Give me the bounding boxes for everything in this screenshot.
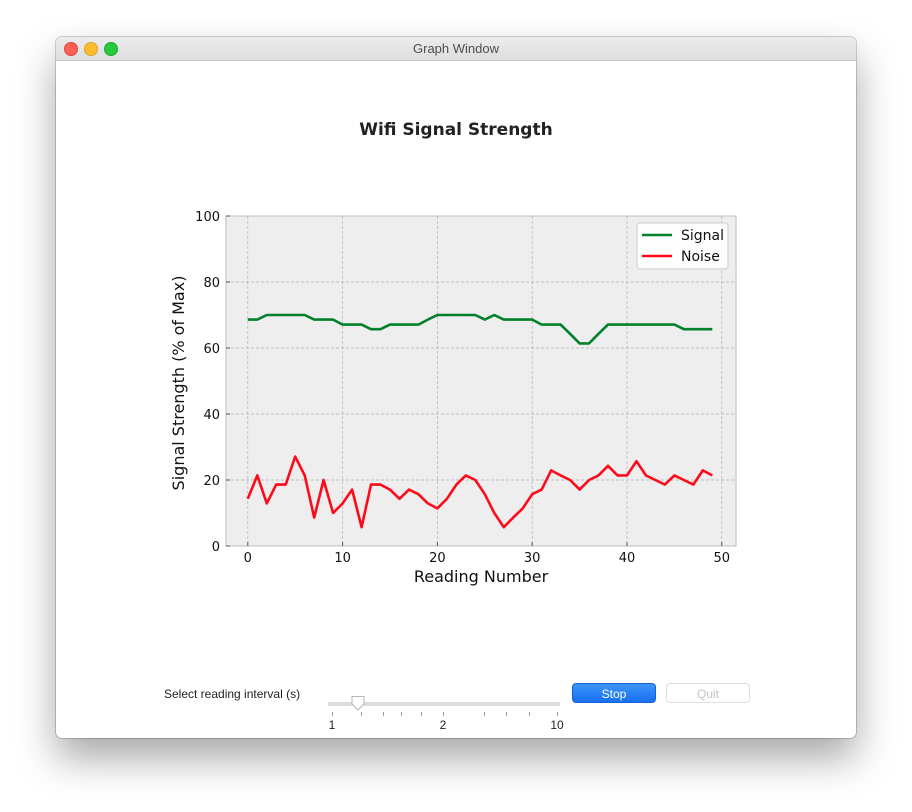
quit-button[interactable]: Quit bbox=[666, 683, 750, 703]
legend-label-signal: Signal bbox=[681, 228, 724, 244]
slider-tick-mark bbox=[557, 712, 558, 716]
x-tick-label: 20 bbox=[429, 551, 446, 566]
slider-tick-label-2: 2 bbox=[439, 718, 447, 732]
interval-label: Select reading interval (s) bbox=[164, 687, 301, 701]
window-content: 0 10 20 30 40 50 0 20 40 60 80 100 Wifi Signal Stre… bbox=[56, 61, 856, 738]
graph-window: Graph Window 0 10 20 30 40 50 0 20 40 60 80 100 Wif… bbox=[56, 37, 856, 738]
y-tick-label: 0 bbox=[212, 540, 220, 555]
slider-tick-label-10: 10 bbox=[550, 718, 564, 732]
y-tick-label: 40 bbox=[203, 408, 220, 423]
plot-area bbox=[226, 216, 736, 546]
x-tick-label: 40 bbox=[619, 551, 636, 566]
x-axis-label: Reading Number bbox=[414, 567, 549, 586]
interval-slider-thumb[interactable] bbox=[351, 695, 365, 711]
maximize-window-button[interactable] bbox=[104, 42, 118, 56]
signal-strength-chart: 0 10 20 30 40 50 0 20 40 60 80 100 Wifi Signal Stre… bbox=[169, 120, 737, 586]
stop-button[interactable]: Stop bbox=[572, 683, 656, 703]
x-tick-label: 30 bbox=[524, 551, 541, 566]
slider-tick-mark bbox=[443, 712, 444, 716]
window-title: Graph Window bbox=[413, 41, 499, 56]
close-window-button[interactable] bbox=[64, 42, 78, 56]
y-axis-label: Signal Strength (% of Max) bbox=[169, 276, 188, 491]
series-line-signal bbox=[247, 313, 713, 345]
slider-tick-mark bbox=[383, 712, 384, 716]
series-line-noise bbox=[246, 455, 713, 529]
x-tick-label: 50 bbox=[714, 551, 731, 566]
chart-title: Wifi Signal Strength bbox=[359, 120, 552, 140]
slider-tick-label-1: 1 bbox=[328, 718, 336, 732]
slider-tick-mark bbox=[332, 712, 333, 716]
slider-tick-mark bbox=[484, 712, 485, 716]
plot-frame bbox=[225, 215, 737, 547]
minimize-window-button[interactable] bbox=[84, 42, 98, 56]
slider-tick-mark bbox=[361, 712, 362, 716]
slider-tick-mark bbox=[529, 712, 530, 716]
chart-legend: Signal Noise bbox=[636, 222, 729, 270]
y-tick-label: 60 bbox=[203, 342, 220, 357]
slider-tick-mark bbox=[401, 712, 402, 716]
x-tick-label: 0 bbox=[244, 551, 252, 566]
legend-label-noise: Noise bbox=[681, 249, 720, 265]
slider-tick-mark bbox=[421, 712, 422, 716]
interval-slider-track[interactable] bbox=[328, 702, 560, 706]
slider-tick-mark bbox=[506, 712, 507, 716]
title-bar[interactable]: Graph Window bbox=[56, 37, 856, 61]
x-tick-label: 10 bbox=[334, 551, 351, 566]
y-tick-label: 80 bbox=[203, 276, 220, 291]
y-tick-label: 100 bbox=[195, 210, 220, 225]
y-tick-label: 20 bbox=[203, 474, 220, 489]
